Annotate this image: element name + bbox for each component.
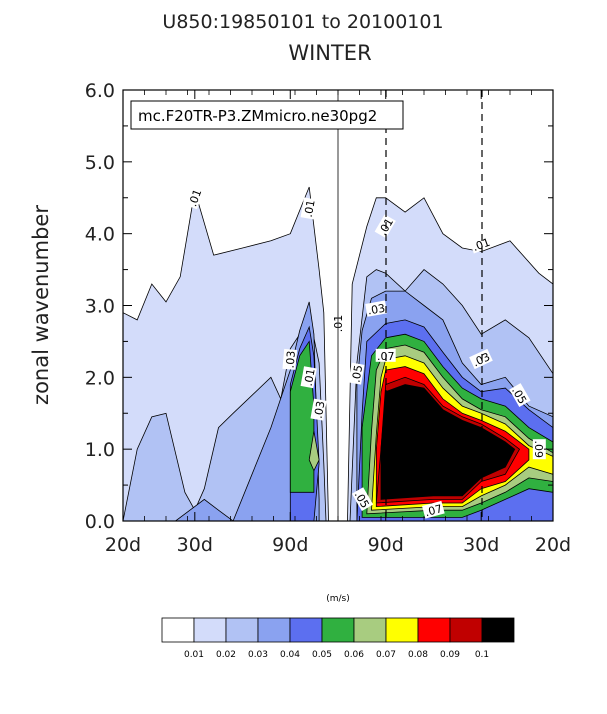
contour-label-text: .05	[349, 364, 365, 383]
x-tick-label: 90d	[368, 534, 404, 556]
inset-label: mc.F20TR-P3.ZMmicro.ne30pg2	[138, 107, 377, 125]
x-tick-label: 30d	[463, 534, 499, 556]
contour-label-text: .03	[367, 302, 386, 318]
inset-label-box	[130, 100, 404, 130]
contour-label-text: .03	[284, 350, 298, 369]
colorbar-swatch	[225, 617, 259, 643]
y-tick-label: 2.0	[85, 367, 115, 389]
colorbar-swatch	[321, 617, 355, 643]
y-tick-label: 5.0	[85, 152, 115, 174]
contour-label-text: .01	[471, 236, 492, 254]
x-tick-label: 30d	[177, 534, 213, 556]
y-axis-label: zonal wavenumber	[29, 205, 53, 405]
contour-label-background	[300, 366, 317, 389]
contour-label: .01	[184, 186, 204, 210]
contour-label-text: .01	[302, 199, 318, 218]
colorbar-swatch	[353, 617, 387, 643]
contour-label: .03	[310, 398, 328, 421]
x-tick-label: 20d	[105, 534, 141, 556]
contour-label-background	[351, 487, 374, 512]
colorbar-swatch	[193, 617, 227, 643]
y-tick-label: 4.0	[85, 224, 115, 246]
colorbar-label: 0.07	[376, 650, 396, 660]
contour-label-background	[469, 348, 493, 370]
x-tick-label: 20d	[535, 534, 571, 556]
colorbar-swatch	[161, 617, 195, 643]
colorbar-label: 0.09	[440, 650, 460, 660]
contour-label: .01	[300, 366, 318, 389]
colorbar-swatch	[385, 617, 419, 643]
y-tick-label: 1.0	[85, 439, 115, 461]
contour-label-background	[348, 362, 365, 385]
colorbar-label: 0.08	[408, 650, 428, 660]
colorbar-swatch	[257, 617, 291, 643]
colorbar-label: 0.02	[216, 650, 236, 660]
contour-label-background	[365, 300, 388, 317]
contour-label-text: .07	[423, 502, 443, 519]
colorbar-label: 0.05	[312, 650, 332, 660]
colorbar-swatch	[449, 617, 483, 643]
contour-label-background	[422, 500, 445, 519]
colorbar-swatch	[289, 617, 323, 643]
contour-label: .03	[282, 348, 298, 370]
contour-label: .09	[532, 439, 546, 460]
chart-title-line2: WINTER	[288, 41, 371, 65]
colorbar-swatch	[417, 617, 451, 643]
y-tick-label: 6.0	[85, 80, 115, 102]
contour-region-0p03-4	[174, 498, 234, 521]
contour-region-0p1-16	[380, 384, 516, 500]
colorbar-label: 0.1	[475, 650, 489, 660]
chart-title-line1: U850:19850101 to 20100101	[162, 11, 443, 33]
x-tick-label: 90d	[272, 534, 308, 556]
colorbar-label: 0.06	[344, 650, 364, 660]
colorbar-units: (m/s)	[326, 594, 350, 604]
contour-label-background	[374, 214, 396, 239]
y-tick-label: 3.0	[85, 296, 115, 318]
contour-label: .01	[469, 234, 493, 254]
contour-label: .01	[300, 197, 318, 220]
contour-label-text: .01	[186, 188, 204, 209]
contour-label: .07	[422, 500, 445, 519]
contour-label-background	[509, 383, 531, 407]
contour-label-background	[532, 439, 546, 460]
contour-label-background	[282, 348, 298, 370]
colorbar-label: 0.04	[280, 650, 300, 660]
contour-label-background	[310, 398, 327, 421]
contour-label-background	[469, 234, 493, 254]
contour-label: .05	[348, 362, 365, 385]
colorbar-label: 0.03	[248, 650, 268, 660]
contour-label-text: .09	[532, 440, 545, 458]
colorbar-swatch	[481, 617, 515, 643]
contour-label: .03	[365, 300, 388, 318]
colorbar-label: 0.01	[184, 650, 204, 660]
contour-label-background	[300, 197, 317, 220]
contour-label-background	[184, 186, 204, 210]
contour-label-text: .03	[312, 400, 328, 419]
contour-region-0p06-11	[308, 431, 320, 472]
contour-label-text: .01	[302, 368, 318, 387]
y-tick-label: 0.0	[85, 511, 115, 533]
